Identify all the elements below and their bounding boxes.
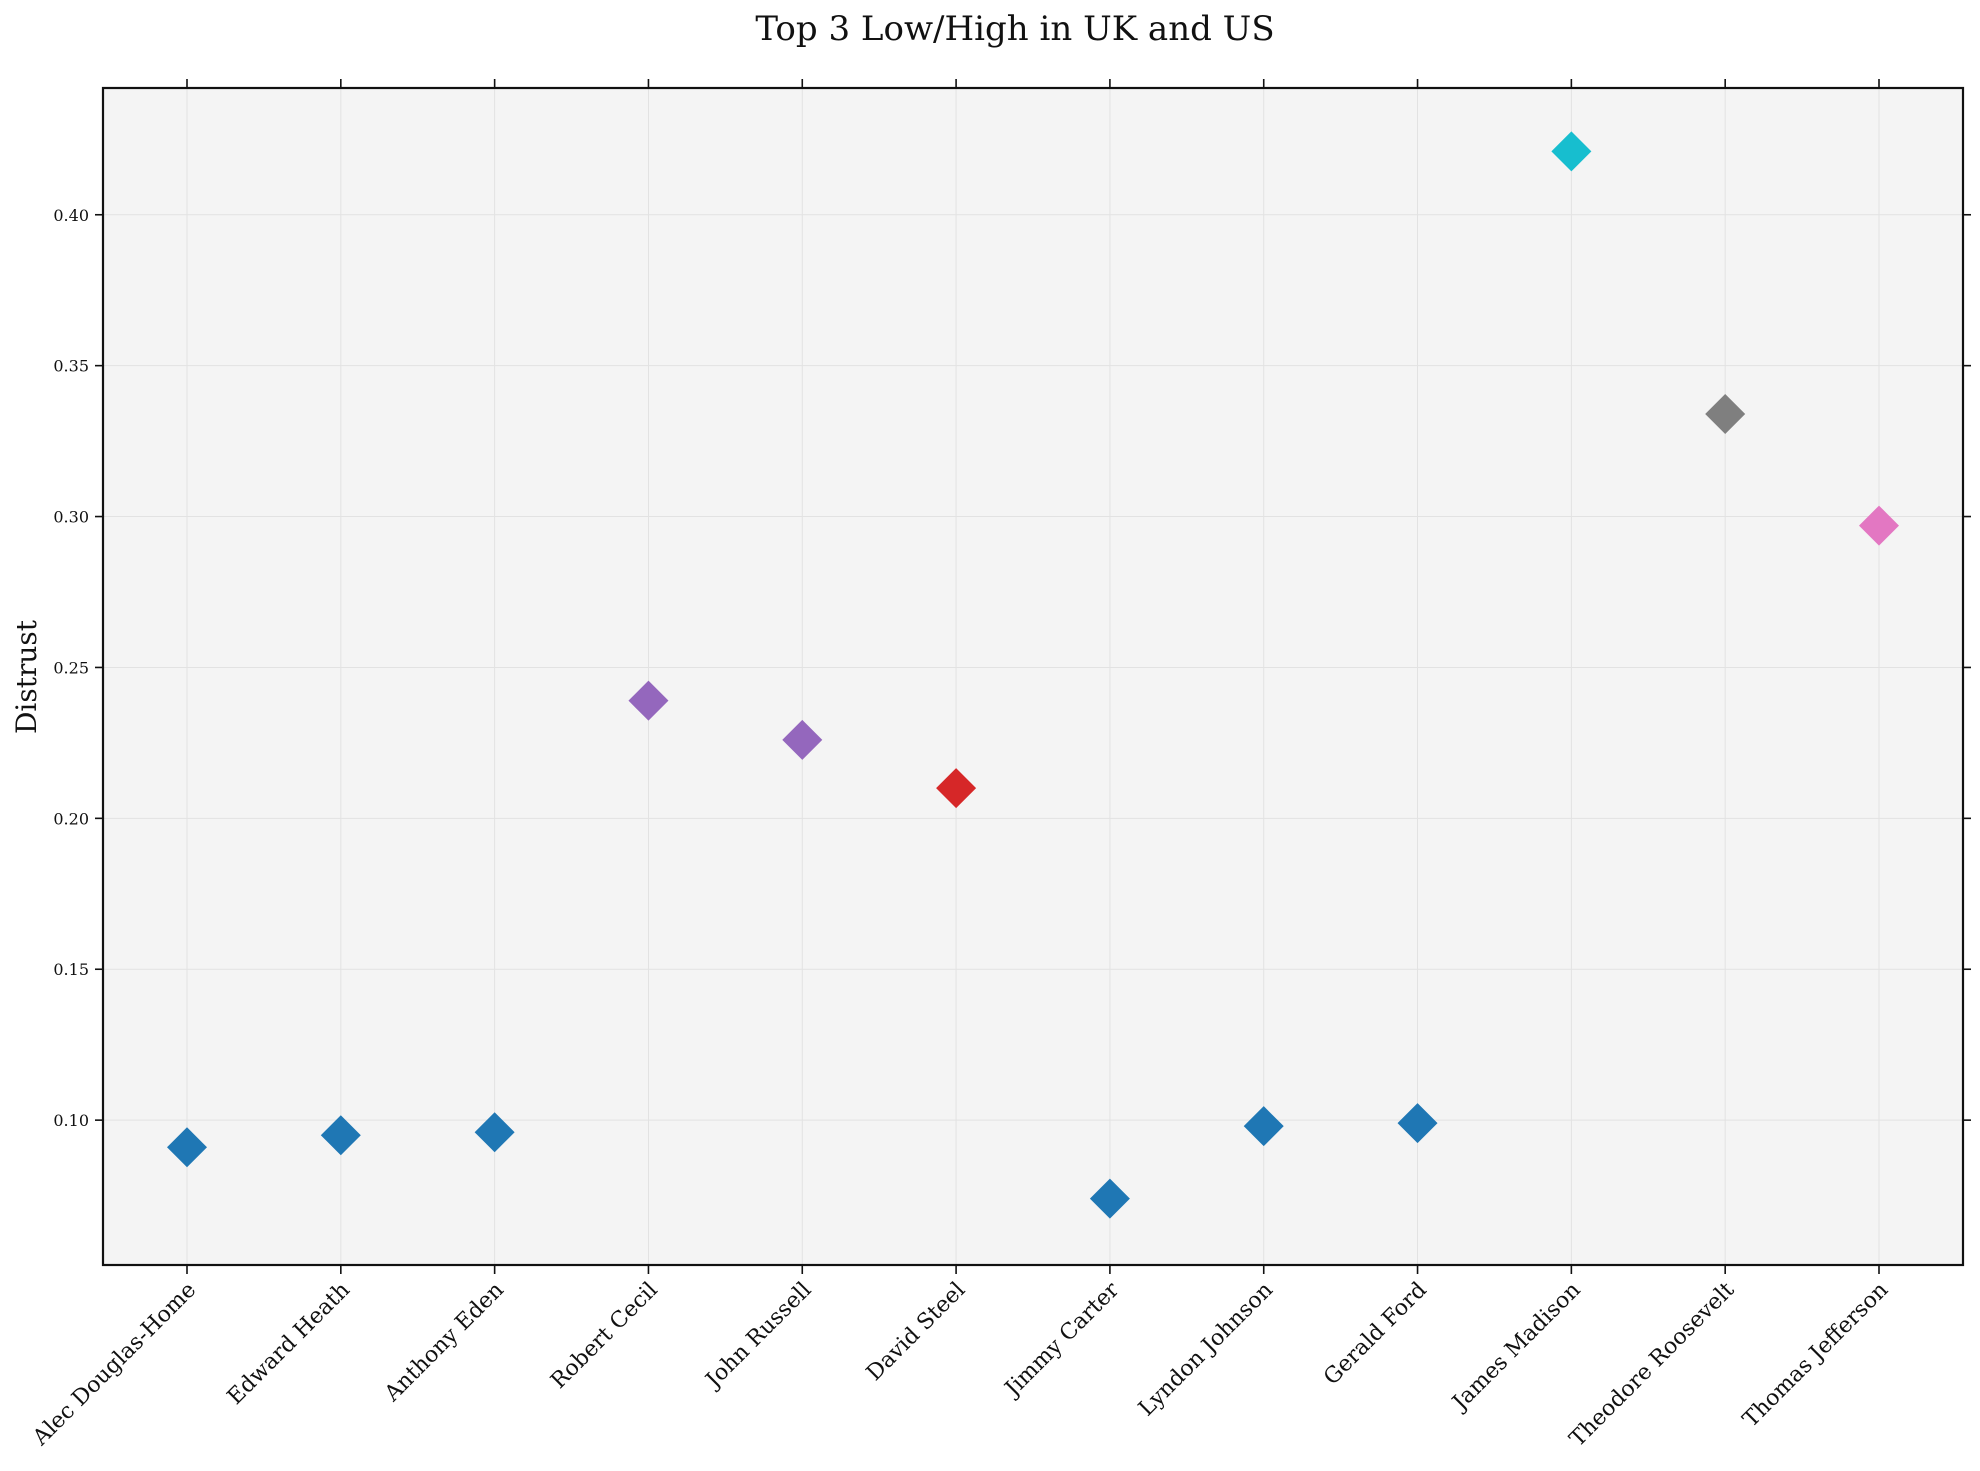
- data-point-diamond: [1089, 1178, 1130, 1219]
- y-axis-label: Distrust: [10, 619, 43, 734]
- y-tick-label: 0.35: [53, 357, 89, 376]
- y-tick-label: 0.25: [53, 658, 89, 677]
- y-tick-label: 0.30: [53, 508, 89, 527]
- y-tick-label: 0.40: [53, 206, 89, 225]
- x-tick-label: Lyndon Johnson: [1134, 1278, 1278, 1422]
- data-point-diamond: [474, 1112, 515, 1153]
- axis-ticks: [95, 79, 1971, 1274]
- plot-area: [103, 88, 1963, 1265]
- data-point-diamond: [1397, 1103, 1438, 1144]
- y-tick-label: 0.20: [53, 809, 89, 828]
- x-tick-label: Alec Douglas-Home: [28, 1278, 202, 1452]
- data-points: [167, 131, 1899, 1219]
- data-point-diamond: [782, 719, 823, 760]
- data-point-diamond: [1551, 131, 1592, 172]
- x-tick-label: John Russell: [700, 1278, 817, 1395]
- y-tick-labels: 0.10 0.15 0.20 0.25 0.30 0.35 0.40: [53, 206, 89, 1130]
- data-point-diamond: [167, 1127, 207, 1168]
- data-point-diamond: [628, 680, 669, 721]
- x-tick-label: James Madison: [1447, 1278, 1586, 1417]
- x-tick-label: Robert Cecil: [546, 1278, 662, 1394]
- x-tick-labels: Alec Douglas-Home Edward Heath Anthony Ede…: [28, 1277, 1894, 1452]
- data-point-diamond: [1705, 393, 1746, 434]
- data-point-diamond: [1243, 1106, 1284, 1147]
- data-point-diamond: [1859, 505, 1899, 546]
- x-tick-label: Edward Heath: [223, 1278, 355, 1410]
- grid-lines: [103, 88, 1963, 1265]
- y-tick-label: 0.10: [53, 1111, 89, 1130]
- x-tick-label: Anthony Eden: [379, 1278, 509, 1408]
- data-point-diamond: [936, 768, 977, 809]
- chart-title: Top 3 Low/High in UK and US: [755, 9, 1274, 49]
- x-tick-label: Gerald Ford: [1319, 1278, 1432, 1391]
- y-tick-label: 0.15: [53, 960, 89, 979]
- x-tick-label: Thomas Jefferson: [1738, 1278, 1893, 1433]
- x-tick-label: David Steel: [862, 1278, 970, 1386]
- x-tick-label: Jimmy Carter: [999, 1277, 1124, 1402]
- x-tick-label: Theodore Roosevelt: [1565, 1277, 1740, 1452]
- data-point-diamond: [320, 1115, 361, 1156]
- plot-frame: [101, 86, 1965, 1267]
